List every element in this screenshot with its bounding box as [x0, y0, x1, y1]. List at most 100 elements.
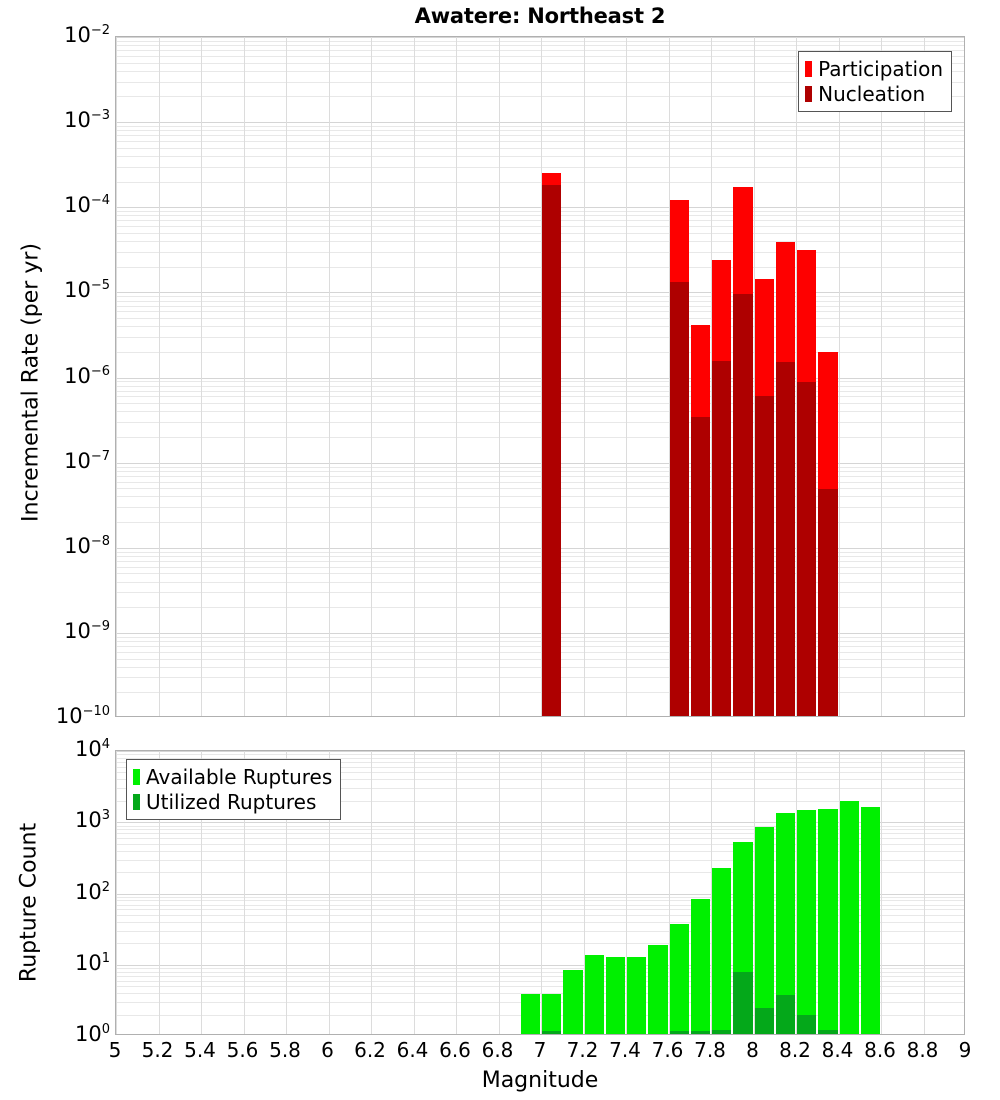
bars-top	[116, 37, 964, 716]
bar-inner	[712, 1029, 732, 1034]
bar	[712, 259, 732, 716]
x-tick-label: 5.6	[226, 1038, 259, 1062]
legend-bottom: Available Ruptures Utilized Ruptures	[126, 759, 342, 820]
bar	[690, 325, 710, 716]
bar	[839, 801, 859, 1034]
bar	[712, 867, 732, 1034]
bar-inner	[542, 1031, 562, 1034]
bar-inner	[754, 1008, 774, 1034]
bar	[669, 924, 689, 1034]
bar	[648, 944, 668, 1034]
bar-inner	[669, 282, 689, 716]
x-tick-label: 8.2	[779, 1038, 811, 1062]
x-tick-label: 6.6	[439, 1038, 471, 1062]
bar	[775, 813, 795, 1034]
y-axis-ticks-top: 10−2 10−3 10−4 10−5 10−6 10−7 10−8 10−9 10−10	[0, 0, 110, 740]
legend-top: Participation Nucleation	[798, 51, 952, 112]
x-tick-label: 6	[321, 1038, 334, 1062]
bar-inner	[797, 1014, 817, 1034]
y-tick-label: 10−10	[55, 704, 110, 728]
bar	[818, 351, 838, 716]
bar	[754, 827, 774, 1034]
bar	[627, 957, 647, 1034]
legend-swatch-available-ruptures	[133, 768, 140, 785]
y-tick-label: 103	[74, 808, 110, 833]
y-tick-label: 10−9	[64, 618, 110, 643]
legend-item-available-ruptures: Available Ruptures	[133, 764, 332, 789]
bar-inner	[733, 971, 753, 1034]
legend-label-participation: Participation	[818, 56, 943, 81]
legend-label-utilized-ruptures: Utilized Ruptures	[146, 789, 317, 814]
bar	[563, 969, 583, 1034]
legend-swatch-participation	[805, 60, 813, 77]
y-tick-label: 102	[74, 879, 110, 904]
y-tick-label: 104	[74, 737, 110, 761]
legend-label-available-ruptures: Available Ruptures	[146, 764, 333, 789]
legend-item-utilized-ruptures: Utilized Ruptures	[133, 789, 332, 814]
y-tick-label: 10−7	[64, 448, 110, 473]
y-tick-label: 10−6	[64, 363, 110, 388]
legend-swatch-nucleation	[805, 85, 813, 102]
legend-item-nucleation: Nucleation	[805, 81, 943, 106]
bar	[520, 994, 540, 1034]
bar-inner	[690, 416, 710, 716]
y-axis-label-bottom: Rupture Count	[16, 822, 42, 983]
bar-inner	[542, 184, 562, 716]
y-tick-label: 10−3	[64, 108, 110, 133]
bar-inner	[690, 1031, 710, 1034]
bar	[542, 172, 562, 716]
bar-inner	[818, 1029, 838, 1034]
bar	[797, 809, 817, 1034]
incremental-rate-plot: Participation Nucleation	[115, 36, 965, 717]
y-tick-label: 10−5	[64, 278, 110, 303]
bar-inner	[797, 381, 817, 716]
x-tick-label: 5.4	[184, 1038, 216, 1062]
x-tick-label: 5	[108, 1038, 122, 1062]
bar	[605, 957, 625, 1034]
bar	[542, 994, 562, 1034]
x-tick-label: 7.2	[566, 1038, 599, 1062]
x-tick-label: 7.6	[651, 1038, 684, 1062]
x-tick-label: 9	[958, 1038, 972, 1062]
bar	[818, 808, 838, 1034]
y-tick-label: 10−8	[64, 533, 110, 558]
x-axis-ticks: 5 5.2 5.4 5.6 5.8 6 6.2 6.4 6.6 6.8 7 7.2 7.4 7.6 7.8 8…	[109, 1038, 972, 1066]
bar-inner	[712, 360, 732, 716]
y-tick-label: 10−4	[64, 193, 110, 218]
bar	[860, 806, 880, 1034]
y-axis-label-top: Incremental Rate (per yr)	[18, 243, 44, 522]
bar	[797, 249, 817, 716]
x-tick-label: 8.4	[821, 1038, 854, 1062]
bar-inner	[775, 995, 795, 1034]
x-tick-label: 7	[533, 1038, 547, 1062]
bar-inner	[818, 489, 838, 716]
bar	[584, 954, 604, 1034]
x-tick-label: 6.8	[481, 1038, 514, 1062]
x-tick-label: 5.2	[141, 1038, 174, 1062]
x-tick-label: 6.4	[396, 1038, 429, 1062]
x-tick-label: 8.6	[864, 1038, 896, 1062]
legend-label-nucleation: Nucleation	[818, 81, 926, 106]
bar	[669, 200, 689, 716]
y-tick-label: 101	[74, 950, 110, 975]
legend-item-participation: Participation	[805, 56, 943, 81]
x-tick-label: 6.2	[354, 1038, 386, 1062]
x-tick-label: 7.4	[609, 1038, 641, 1062]
y-tick-label: 100	[74, 1022, 110, 1046]
bar	[690, 899, 710, 1034]
rupture-count-plot: Available Ruptures Utilized Ruptures	[115, 750, 965, 1035]
x-tick-label: 8.8	[906, 1038, 939, 1062]
x-tick-label: 5.8	[269, 1038, 301, 1062]
bar	[754, 279, 774, 716]
bar	[733, 186, 753, 716]
bar-inner	[733, 294, 753, 716]
x-axis-label: Magnitude	[481, 1068, 599, 1093]
x-tick-label: 8	[746, 1038, 759, 1062]
bar-inner	[669, 1031, 689, 1034]
bars-bottom	[116, 751, 964, 1034]
bar	[775, 242, 795, 716]
bar-inner	[775, 361, 795, 716]
page-title: Awatere: Northeast 2	[414, 4, 666, 28]
x-tick-label: 7.8	[694, 1038, 726, 1062]
